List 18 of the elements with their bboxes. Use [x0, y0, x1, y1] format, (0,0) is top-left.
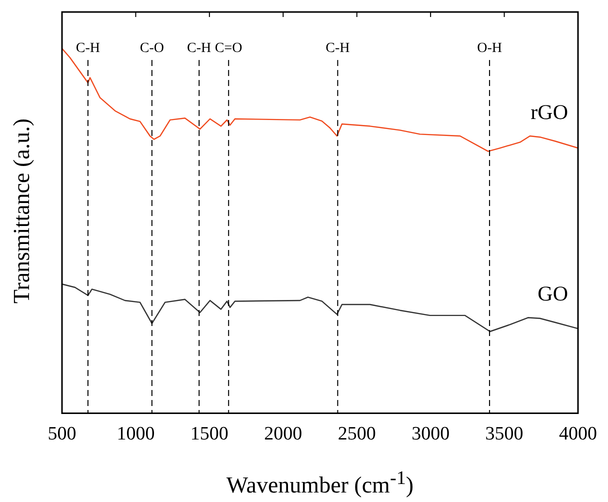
x-tick-label: 500 [48, 424, 76, 445]
series-label: GO [538, 282, 568, 306]
x-tick-label: 3500 [485, 424, 524, 445]
x-axis-title: Wavenumber (cm$^{-1}$) [225, 468, 415, 499]
x-tick-label: 3000 [412, 424, 450, 445]
ref-line-label: C=O [214, 41, 242, 56]
x-tick-label: 2500 [338, 424, 376, 445]
ref-line-label: O-H [477, 41, 502, 56]
x-tick-label: 1500 [190, 424, 228, 445]
ref-line-label: C-O [140, 41, 164, 56]
ref-line-label: C-H [76, 41, 100, 56]
ref-line-label: C-H [187, 41, 212, 56]
series-label: rGO [530, 100, 568, 124]
x-tick-label: 1000 [116, 424, 155, 445]
x-tick-label: 4000 [559, 424, 597, 445]
y-axis-title: Transmittance (a.u.) [9, 118, 35, 304]
x-tick-label: 2000 [264, 424, 302, 445]
ref-line-label: C-H [326, 41, 350, 56]
